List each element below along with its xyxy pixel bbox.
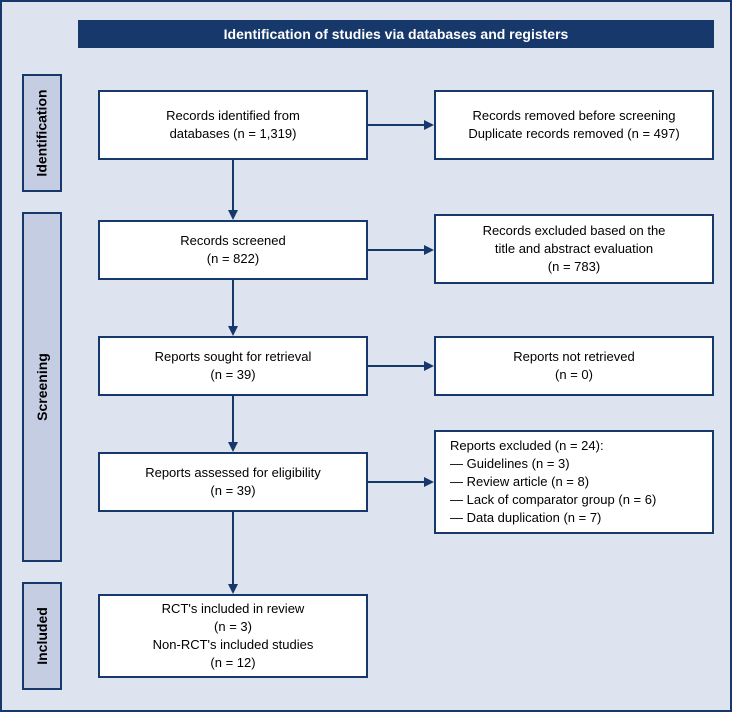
phase-identification-label: Identification bbox=[34, 89, 50, 176]
box-line: Records screened bbox=[180, 232, 286, 250]
box-line: Records identified from bbox=[166, 107, 300, 125]
box-line: title and abstract evaluation bbox=[495, 240, 653, 258]
box-line: Records excluded based on the bbox=[483, 222, 666, 240]
phase-included-label: Included bbox=[34, 607, 50, 665]
box-line: — Guidelines (n = 3) bbox=[450, 455, 570, 473]
box-line: — Data duplication (n = 7) bbox=[450, 509, 601, 527]
phase-screening-label: Screening bbox=[34, 353, 50, 421]
phase-identification: Identification bbox=[22, 74, 62, 192]
box-line: Reports not retrieved bbox=[513, 348, 634, 366]
box-line: (n = 783) bbox=[548, 258, 600, 276]
box-removed: Records removed before screeningDuplicat… bbox=[434, 90, 714, 160]
box-line: RCT's included in review bbox=[162, 600, 305, 618]
box-line: (n = 39) bbox=[210, 366, 255, 384]
box-excluded-ta: Records excluded based on thetitle and a… bbox=[434, 214, 714, 284]
box-line: databases (n = 1,319) bbox=[170, 125, 297, 143]
box-sought: Reports sought for retrieval(n = 39) bbox=[98, 336, 368, 396]
phase-included: Included bbox=[22, 582, 62, 690]
phase-screening: Screening bbox=[22, 212, 62, 562]
box-line: (n = 39) bbox=[210, 482, 255, 500]
box-line: (n = 0) bbox=[555, 366, 593, 384]
box-identified: Records identified fromdatabases (n = 1,… bbox=[98, 90, 368, 160]
box-line: Non-RCT's included studies bbox=[153, 636, 314, 654]
box-line: (n = 822) bbox=[207, 250, 259, 268]
box-line: Reports excluded (n = 24): bbox=[450, 437, 604, 455]
box-assessed: Reports assessed for eligibility(n = 39) bbox=[98, 452, 368, 512]
box-not-retrieved: Reports not retrieved(n = 0) bbox=[434, 336, 714, 396]
box-line: (n = 12) bbox=[210, 654, 255, 672]
box-excluded-full: Reports excluded (n = 24):— Guidelines (… bbox=[434, 430, 714, 534]
box-line: (n = 3) bbox=[214, 618, 252, 636]
box-line: — Review article (n = 8) bbox=[450, 473, 589, 491]
box-line: — Lack of comparator group (n = 6) bbox=[450, 491, 656, 509]
header-bar: Identification of studies via databases … bbox=[78, 20, 714, 48]
box-line: Duplicate records removed (n = 497) bbox=[468, 125, 679, 143]
box-screened: Records screened(n = 822) bbox=[98, 220, 368, 280]
box-line: Reports sought for retrieval bbox=[155, 348, 312, 366]
box-line: Reports assessed for eligibility bbox=[145, 464, 321, 482]
box-included: RCT's included in review(n = 3)Non-RCT's… bbox=[98, 594, 368, 678]
header-title: Identification of studies via databases … bbox=[224, 26, 569, 42]
box-line: Records removed before screening bbox=[472, 107, 675, 125]
flowchart-canvas: Identification of studies via databases … bbox=[0, 0, 732, 712]
